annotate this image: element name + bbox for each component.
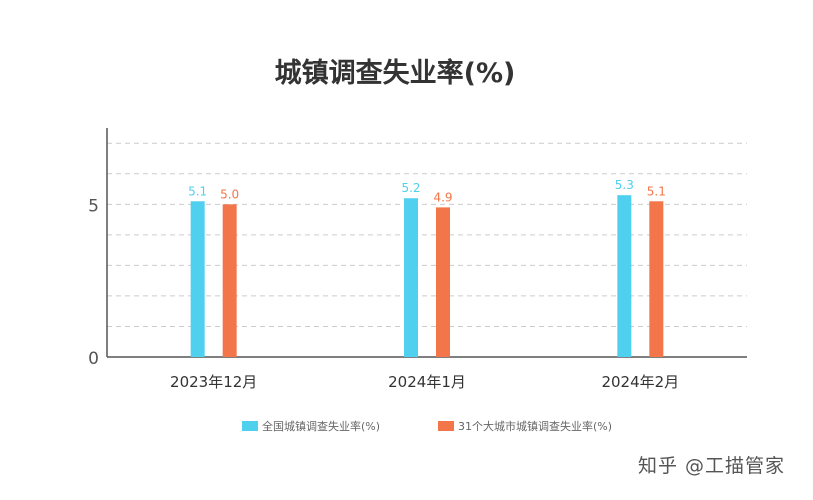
bar — [649, 201, 664, 357]
axes: 0 5 2023年12月 2024年1月 2024年2月 — [88, 128, 747, 391]
x-tick-label: 2024年1月 — [388, 373, 466, 391]
data-label: 5.1 — [647, 184, 666, 198]
bar — [617, 195, 632, 357]
data-label: 5.3 — [615, 178, 634, 192]
bars — [190, 195, 664, 357]
bar — [190, 201, 205, 357]
data-label: 5.0 — [220, 187, 239, 201]
data-label: 5.2 — [401, 181, 420, 195]
bar — [222, 204, 237, 357]
legend: 全国城镇调查失业率(%) 31个大城市城镇调查失业率(%) — [242, 419, 612, 433]
data-labels: 5.1 5.0 5.2 4.9 5.3 5.1 — [188, 178, 666, 204]
data-label: 5.1 — [188, 184, 207, 198]
chart-title: 城镇调查失业率(%) — [275, 57, 516, 89]
y-tick-label: 5 — [88, 196, 99, 216]
x-tick-label: 2023年12月 — [170, 373, 257, 391]
legend-label: 全国城镇调查失业率(%) — [262, 419, 380, 433]
watermark-text: 知乎 @工描管家 — [637, 455, 785, 477]
bar — [404, 198, 418, 357]
grid-lines — [107, 142, 747, 327]
legend-label: 31个大城市城镇调查失业率(%) — [458, 419, 612, 433]
data-label: 4.9 — [433, 190, 452, 204]
x-tick-label: 2024年2月 — [601, 373, 679, 391]
bar — [436, 207, 450, 357]
legend-swatch — [242, 421, 258, 431]
legend-swatch — [438, 421, 454, 431]
y-tick-label: 0 — [88, 349, 99, 369]
